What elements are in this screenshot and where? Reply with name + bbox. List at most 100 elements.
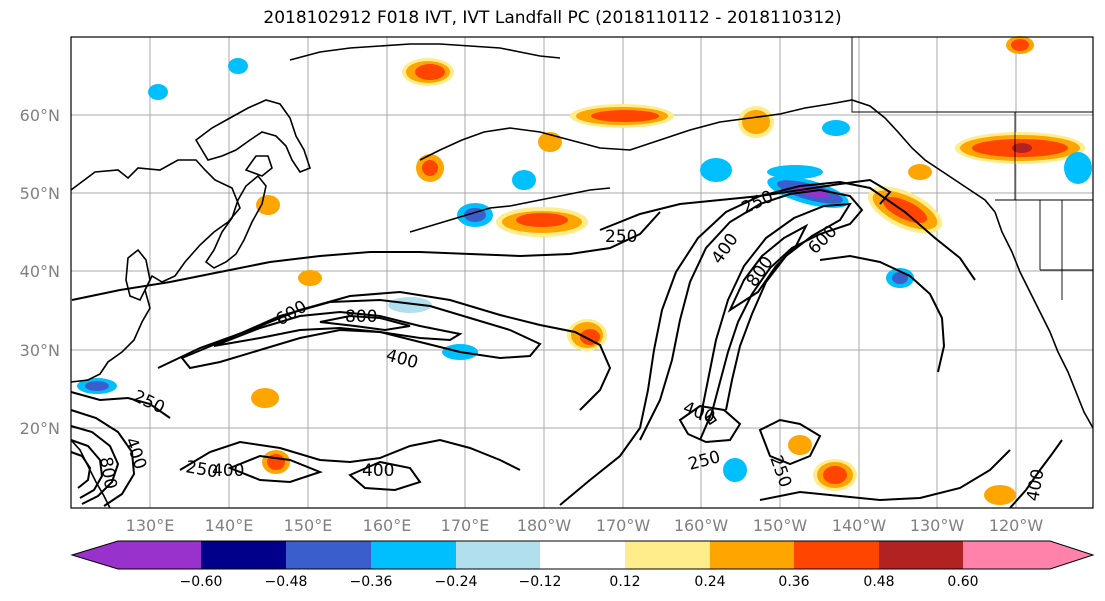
lon-label: 140°E (205, 516, 254, 535)
lat-label: 50°N (20, 184, 60, 203)
colorbar-outline (70, 540, 1095, 570)
coastline-aleutians (409, 187, 611, 233)
lon-label: 140°W (832, 516, 887, 535)
negative-anomaly-blob (723, 458, 747, 482)
lon-label: 120°W (989, 516, 1044, 535)
coastline-asia (70, 159, 241, 383)
ivt-contour-400-west (180, 298, 542, 370)
contour-label: 400 (212, 461, 244, 481)
colorbar-segment (286, 541, 371, 569)
positive-anomaly-blob (738, 106, 774, 138)
ivt-contour-400-far-se (1009, 439, 1063, 509)
positive-anomaly-blob (251, 388, 279, 408)
ivt-contour-250-sw (70, 391, 171, 419)
colorbar-tick: 0.60 (947, 574, 978, 590)
negative-anomaly-blob (822, 120, 850, 136)
ivt-contour-400-south-mid (348, 460, 422, 492)
ivt-contour-labels: 250 250 400 800 600 600 800 400 250 400 … (95, 187, 1048, 503)
ivt-contour-400-south-east (678, 404, 742, 444)
ivt-contour-400-south-left (227, 454, 323, 484)
coastline-kamchatka (194, 99, 311, 173)
coastlines (70, 43, 1094, 509)
colorbar-tick-labels: −0.60 −0.48 −0.36 −0.24 −0.12 0.12 0.24 … (180, 574, 979, 590)
ivt-contour-250-north (71, 211, 661, 301)
positive-anomaly-blob (955, 132, 1085, 164)
colorbar-tick: 0.12 (609, 574, 640, 590)
negative-anomaly-blob (228, 58, 248, 74)
lon-label: 170°W (596, 516, 651, 535)
pc-anomaly-shading (77, 36, 1092, 505)
negative-anomaly-blob (457, 203, 493, 227)
colorbar-segment (201, 541, 286, 569)
colorbar-segment (72, 541, 118, 569)
ivt-contour-800-east (727, 223, 809, 313)
lat-label: 40°N (20, 262, 60, 281)
lat-label: 60°N (20, 106, 60, 125)
positive-anomaly-blob (402, 58, 454, 86)
positive-anomaly-blob (496, 207, 588, 237)
colorbar: −0.60 −0.48 −0.36 −0.24 −0.12 0.12 0.24 … (70, 540, 1095, 590)
colorbar-segment (625, 541, 710, 569)
coastline-philippines (70, 439, 111, 509)
map-frame (70, 36, 1094, 509)
ivt-contour-400-east (639, 188, 864, 441)
colorbar-segment (540, 541, 625, 569)
coastline-na-west (994, 211, 1094, 429)
coastline-hokkaido (244, 155, 273, 177)
negative-anomaly-blob (1064, 152, 1092, 184)
map-title: 2018102912 F018 IVT, IVT Landfall PC (20… (263, 8, 842, 28)
negative-anomaly-blob (148, 84, 168, 100)
ivt-contour-600-west (213, 310, 463, 347)
border-us-states (1014, 112, 1093, 300)
negative-anomaly-blob (886, 268, 914, 288)
ivt-contour-250-far-se (759, 449, 1011, 502)
contour-label: 800 (345, 307, 377, 327)
colorbar-segment (794, 541, 879, 569)
positive-anomaly-blob (256, 195, 280, 215)
colorbar-tick: 0.24 (694, 574, 725, 590)
ivt-contour-250-west (157, 290, 612, 411)
positive-anomaly-blob (788, 435, 812, 455)
lat-label: 30°N (20, 341, 60, 360)
coastline-japan (204, 174, 267, 269)
colorbar-segment (118, 541, 201, 569)
colorbar-tick: −0.60 (180, 574, 223, 590)
positive-anomaly-blob (813, 459, 857, 491)
colorbar-segment (371, 541, 456, 569)
negative-anomaly-blob (767, 165, 823, 179)
colorbar-tick: −0.36 (350, 574, 393, 590)
colorbar-tick: 0.48 (863, 574, 894, 590)
negative-anomaly-blob (77, 378, 117, 394)
lon-label: 160°E (363, 516, 412, 535)
map-background (71, 37, 1093, 508)
negative-anomaly-blob (388, 297, 432, 313)
lat-label: 20°N (20, 419, 60, 438)
colorbar-tick: −0.12 (519, 574, 562, 590)
colorbar-segment (879, 541, 963, 569)
colorbar-segment (963, 541, 1050, 569)
positive-anomaly-blob (570, 104, 674, 128)
lon-label: 170°E (441, 516, 490, 535)
colorbar-segment (710, 541, 794, 569)
ivt-contour-250-mid (599, 178, 892, 231)
colorbar-segments (72, 541, 1093, 569)
ivt-contour-250-hook (819, 254, 946, 373)
ivt-contour-typhoon-core (70, 451, 92, 489)
colorbar-tick: 0.36 (778, 574, 809, 590)
ivt-contour-typhoon-mid (70, 425, 120, 505)
ivt-contour-600-east (699, 202, 852, 421)
colorbar-tick: −0.48 (265, 574, 308, 590)
colorbar-tick: −0.24 (435, 574, 478, 590)
lon-label: 130°W (910, 516, 965, 535)
colorbar-segment (1050, 541, 1093, 569)
positive-anomaly-blob (908, 164, 932, 180)
ivt-contour-250-se (758, 418, 822, 466)
ivt-contour-typhoon-outer (70, 409, 136, 507)
ivt-contour-typhoon-inner (70, 439, 104, 499)
coastline-korea (125, 248, 151, 302)
positive-anomaly-blob (416, 154, 444, 182)
lon-label: 180°W (517, 516, 572, 535)
lon-label: 130°E (126, 516, 175, 535)
positive-anomaly-blob (984, 485, 1016, 505)
